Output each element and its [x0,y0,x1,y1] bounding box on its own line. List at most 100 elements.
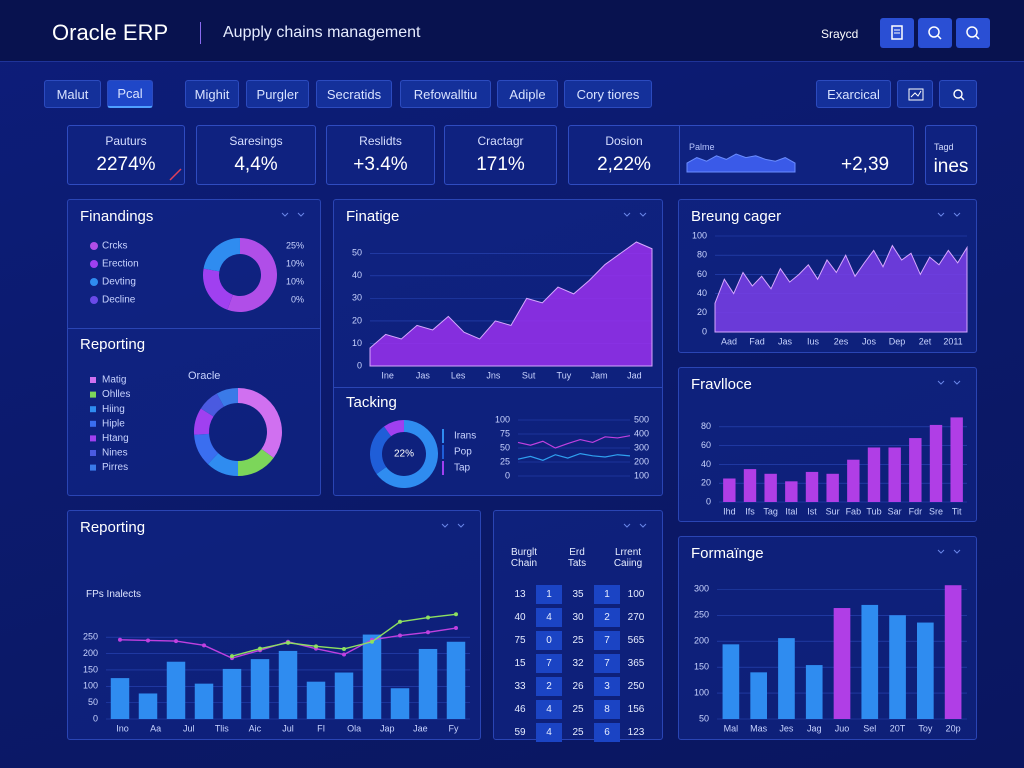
bar [805,665,823,719]
nav-tab[interactable]: Malut [44,80,101,108]
table-cell: 1 [594,585,620,604]
chevron [953,549,961,554]
area [369,241,653,367]
line-point [398,633,402,638]
panel: Formaïnge 50 100 150 200 250 300 Mal Mas Jes Jag J… [678,536,977,740]
x-tick-label: Tub [866,506,881,516]
x-tick-label: Tit [952,506,962,516]
legend-marker [90,242,98,250]
bar [833,608,851,719]
table-row: 75 0 25 7 565 [507,631,649,650]
y-tick-label: 150 [694,662,709,672]
bar [390,688,410,719]
y-tick-label: 30 [352,293,362,303]
table-cell: 8 [594,700,620,719]
x-tick-label: Tlis [215,723,229,733]
search-button[interactable] [918,18,952,48]
legend-marker [90,450,96,456]
chart-button[interactable] [897,80,933,108]
chevron [297,212,305,217]
table-cell: 4 [536,608,562,627]
nav-tab[interactable]: Purgler [246,80,309,108]
x-tick-label: Mas [750,723,768,733]
legend-label: Pirres [102,462,128,473]
x-tick-label: Aad [721,336,737,346]
chevron [953,212,961,217]
line [517,452,631,461]
search-button[interactable] [939,80,977,108]
sparkline-area [686,153,796,173]
legend-label: Matig [102,375,126,386]
chevron [639,523,647,528]
y-tick-label: 100 [692,230,707,240]
kpi-label: Dosion [605,134,643,148]
x-tick-label: Tag [763,506,778,516]
nav-tab[interactable]: Refowalltiu [400,80,491,108]
panel-title: Formaïnge [691,545,764,562]
chevron [937,212,945,217]
x-tick-label: Ius [807,336,820,346]
legend-marker [90,420,96,427]
x-tick-label: Mal [724,723,739,733]
line-point [314,644,318,649]
sparkline [686,153,796,173]
user-name[interactable]: Sraycd [821,27,859,41]
legend-label: Hiple [102,418,125,429]
x-tick-label: Jul [282,723,294,733]
line-point [230,654,234,659]
panel-controls [937,212,961,217]
donut-segment [238,449,274,476]
legend-label: Htang [102,433,129,444]
table-cell: 123 [627,727,645,738]
kpi-value: ines [933,156,969,177]
table-cell: 25 [572,704,584,715]
y-tick-label: 0 [702,326,707,336]
donut-chart: Crcks 25% Erection 10% Devting 10% Decline 0% [90,238,304,312]
panel-controls [441,523,465,528]
panel-title: Fravlloce [691,376,752,393]
bar [944,585,962,719]
kpi-value: 4,4% [234,154,278,175]
x-tick-label: Ist [807,506,817,516]
nav-tab[interactable]: Cory tiores [564,80,652,108]
legend-marker [90,260,98,268]
nav-tab[interactable]: Pcal [107,80,153,108]
bar [847,459,860,502]
x-tick-label: Jap [380,723,395,733]
bar [888,447,901,502]
panel-title: Finatige [346,208,400,225]
x-tick-label: 2es [834,336,849,346]
donut-segment [370,426,392,474]
donut-segment [194,408,214,435]
legend-marker [90,406,96,413]
x-tick-label: Ifs [745,506,755,516]
y-tick-label: 25 [500,456,510,466]
kpi-value: +3.4% [353,154,408,175]
value-label: 10% [286,276,304,286]
bar-chart: 50 100 150 200 250 300 Mal Mas Jes Jag Juo Sel 20T To… [694,584,967,733]
bar [764,473,777,502]
chevron [937,380,945,385]
trend-label: Palme [689,142,715,152]
x-tick-label: Sar [888,506,902,516]
y-tick-label: 40 [352,270,362,280]
nav-tab[interactable]: Mighit [185,80,239,108]
y-tick-label: 50 [88,697,98,707]
table-cell: 33 [514,681,526,692]
legend-label: Nines [102,448,128,459]
table-cell: 35 [572,589,584,600]
legend-marker [90,391,96,398]
search-button[interactable] [956,18,990,48]
y-tick-label: 80 [697,250,707,260]
table-row: 46 4 25 8 156 [507,700,649,719]
y-tick-label: 40 [697,288,707,298]
doc-button[interactable] [880,18,914,48]
action-button[interactable]: Exarcical [816,80,891,108]
kpi-card: Tagd ines [925,125,977,185]
x-tick-label: Juo [835,723,850,733]
nav-tab[interactable]: Secratids [316,80,392,108]
line-point [426,630,430,635]
legend-marker [442,445,444,459]
nav-tab[interactable]: Adiple [497,80,558,108]
line-point [342,652,346,657]
